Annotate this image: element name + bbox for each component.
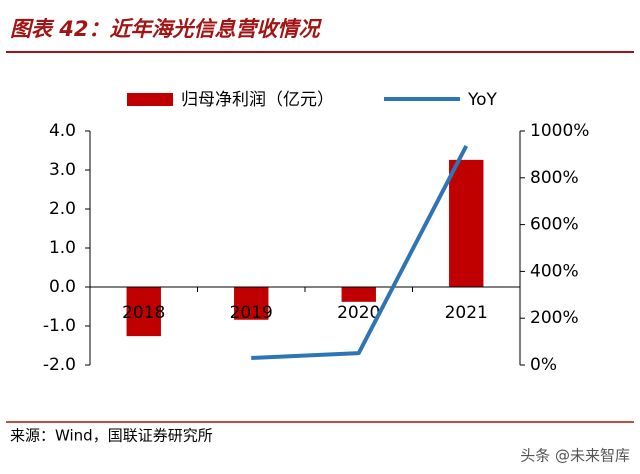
- legend-label: YoY: [467, 90, 498, 110]
- x-tick-label: 2018: [122, 303, 165, 323]
- bar: [126, 287, 161, 337]
- y2-tick-label: 200%: [530, 308, 579, 328]
- y-tick-label: -1.0: [43, 316, 76, 336]
- y-tick-label: 4.0: [49, 121, 76, 141]
- x-tick-label: 2020: [337, 303, 380, 323]
- bar: [234, 287, 269, 320]
- x-tick-label: 2021: [445, 303, 488, 323]
- y-tick-label: 1.0: [49, 238, 76, 258]
- y2-tick-label: 1000%: [530, 121, 589, 141]
- bar: [341, 287, 376, 302]
- y-tick-label: 2.0: [49, 199, 76, 219]
- bar: [449, 159, 484, 287]
- watermark: 头条 @未来智库: [520, 447, 630, 465]
- line: [251, 145, 469, 360]
- y2-tick-label: 0%: [530, 355, 557, 375]
- y-tick-label: 0.0: [49, 277, 76, 297]
- y2-tick-label: 600%: [530, 215, 579, 235]
- legend-swatch: [127, 93, 173, 106]
- chart-title: 图表 42：近年海光信息营收情况: [10, 17, 323, 41]
- y-tick-label: -2.0: [43, 355, 76, 375]
- y2-tick-label: 400%: [530, 261, 579, 281]
- y-tick-label: 3.0: [49, 160, 76, 180]
- x-tick-label: 2019: [230, 303, 273, 323]
- legend-label: 归母净利润（亿元）: [181, 90, 334, 110]
- source: 来源：Wind，国联证券研究所: [10, 427, 213, 445]
- y2-tick-label: 800%: [530, 168, 579, 188]
